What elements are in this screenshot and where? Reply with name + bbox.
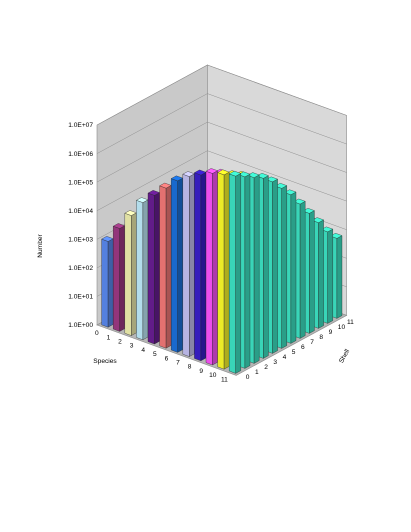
z-axis-title: Number	[37, 233, 44, 257]
bar-species-5-shell-0	[159, 182, 172, 349]
bar-species-1-shell-0	[112, 223, 126, 332]
species-tick-label: 6	[165, 355, 169, 362]
shell-tick-label: 3	[273, 359, 277, 366]
bar-species-10-shell-0	[217, 169, 230, 370]
species-tick-label: 2	[118, 339, 122, 346]
bar-species-0-shell-0	[101, 236, 114, 328]
species-tick-label: 11	[221, 376, 228, 383]
shell-tick-label: 5	[292, 349, 296, 356]
species-tick-label: 4	[141, 347, 145, 354]
bar-species-2-shell-0	[124, 210, 137, 336]
bar-species-7-shell-0	[182, 171, 195, 357]
z-tick-label: 1.0E+05	[68, 179, 93, 186]
shell-tick-label: 7	[310, 339, 314, 346]
species-tick-label: 5	[153, 351, 157, 358]
z-tick-label: 1.0E+01	[68, 294, 93, 301]
z-tick-label: 1.0E+04	[68, 208, 93, 215]
bar-species-6-shell-0	[170, 175, 184, 353]
bar-species-11-shell-0	[228, 170, 242, 374]
gridline	[96, 150, 347, 211]
species-tick-label: 9	[199, 368, 203, 375]
chart-labels: 1.0E+00 1.0E+01 1.0E+02 1.0E+03 1.0E+04 1.0E+…	[68, 122, 354, 383]
shell-tick-label: 2	[264, 364, 268, 371]
shell-tick-label: 1	[255, 369, 259, 376]
species-tick-label: 3	[130, 343, 134, 350]
shell-tick-label: 10	[338, 324, 346, 331]
bar-species-4-shell-0	[147, 190, 161, 345]
species-tick-label: 8	[188, 364, 192, 371]
gridline	[96, 64, 347, 126]
species-tick-label: 10	[209, 372, 217, 379]
bar-species-3-shell-0	[135, 197, 149, 341]
chart-bars	[101, 168, 343, 374]
gridline	[96, 93, 347, 154]
species-tick-label: 7	[176, 360, 180, 367]
shell-tick-label: 6	[301, 344, 305, 351]
shell-tick-label: 9	[329, 329, 333, 336]
shell-tick-label: 4	[283, 354, 287, 361]
bar-species-8-shell-0	[193, 169, 207, 362]
shell-tick-label: 0	[246, 374, 250, 381]
z-tick-label: 1.0E+06	[68, 151, 93, 158]
gridline	[96, 121, 347, 183]
species-tick-label: 1	[107, 334, 111, 341]
x-axis-title: Species	[93, 358, 117, 365]
y-axis-title: Shell	[338, 348, 351, 365]
z-tick-label: 1.0E+02	[68, 265, 93, 272]
species-tick-label: 0	[95, 330, 99, 337]
shell-tick-label: 8	[319, 334, 323, 341]
bar-species-9-shell-0	[205, 168, 219, 366]
z-tick-label: 1.0E+00	[68, 322, 93, 329]
z-tick-label: 1.0E+03	[68, 237, 93, 244]
shell-tick-label: 11	[347, 319, 354, 326]
z-tick-label: 1.0E+07	[68, 122, 93, 129]
